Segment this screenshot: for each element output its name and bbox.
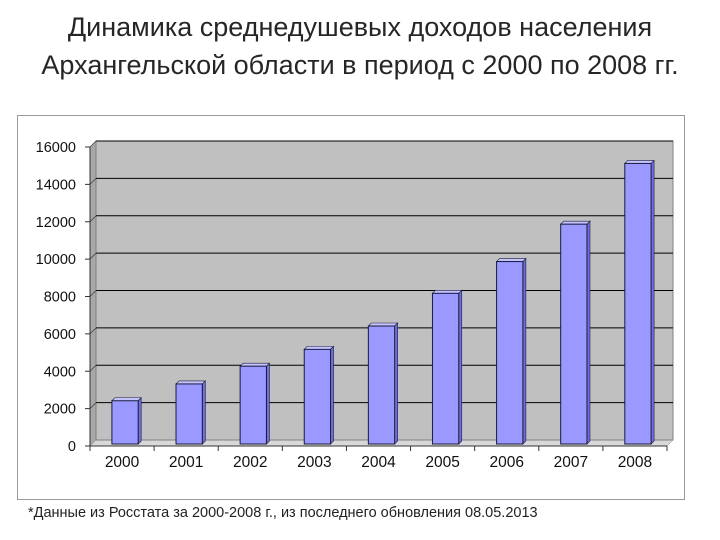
x-tick-label: 2007 (554, 454, 588, 471)
y-tick-label: 12000 (36, 215, 76, 231)
y-tick-label: 2000 (44, 402, 76, 418)
bar (624, 162, 652, 445)
gridline-depth (89, 327, 97, 335)
gridline-depth (89, 215, 97, 223)
x-tick-label: 2002 (233, 454, 267, 471)
gridline-depth (89, 140, 97, 148)
y-tick-label: 8000 (44, 290, 76, 306)
bar (303, 348, 332, 445)
bar (560, 223, 588, 445)
bar (111, 400, 139, 445)
gridline-depth (89, 290, 97, 297)
x-tick-label: 2000 (105, 454, 140, 471)
x-tick-label: 2004 (361, 454, 396, 471)
y-tick-label: 16000 (36, 140, 76, 156)
x-tick-label: 2001 (169, 454, 203, 471)
gridline-depth (89, 252, 97, 260)
chart-title-line-2: Архангельской области в период с 2000 по… (41, 50, 679, 80)
chart-title-line-1: Динамика среднедушевых доходов населения (67, 12, 653, 42)
bar (367, 325, 396, 445)
chart-title: Динамика среднедушевых доходов населения… (0, 8, 720, 84)
x-tick-label: 2008 (618, 454, 652, 471)
gridline-depth (89, 178, 97, 185)
bar (175, 383, 203, 445)
y-tick-label: 4000 (44, 364, 76, 380)
x-tick-label: 2003 (297, 454, 331, 471)
footnote: *Данные из Росстата за 2000-2008 г., из … (28, 505, 538, 521)
y-tick-label: 0 (68, 439, 76, 455)
bar (239, 365, 267, 445)
x-tick-label: 2005 (425, 454, 459, 471)
bar (431, 292, 460, 445)
y-tick-label: 6000 (44, 327, 76, 343)
bar (496, 261, 524, 445)
y-tick-label: 10000 (36, 252, 76, 268)
gridline-depth (89, 364, 97, 372)
gridline-depth (89, 402, 97, 409)
x-tick-label: 2006 (489, 454, 523, 471)
y-tick-label: 14000 (36, 177, 76, 193)
